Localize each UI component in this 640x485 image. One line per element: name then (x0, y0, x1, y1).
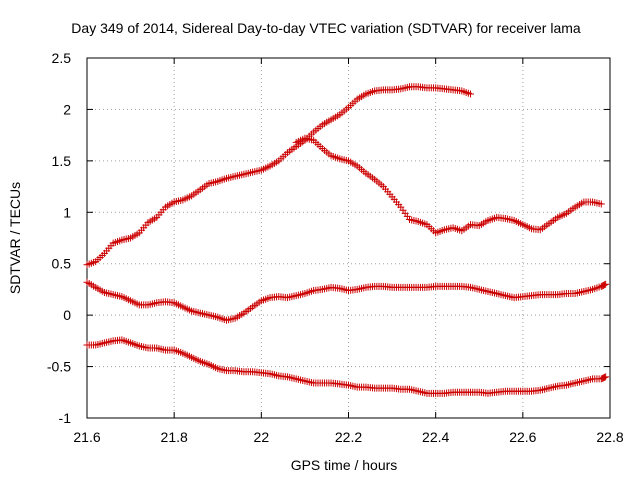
y-tick-label: 2.5 (52, 50, 72, 66)
y-tick-label: 0.5 (52, 256, 72, 272)
y-axis-label: SDTVAR / TECUs (7, 182, 23, 294)
x-axis-label: GPS time / hours (291, 457, 398, 473)
x-tick-label: 22 (254, 429, 270, 445)
y-tick-label: -0.5 (47, 359, 71, 375)
y-tick-label: 0 (63, 307, 71, 323)
data-points (83, 83, 610, 397)
chart-title: Day 349 of 2014, Sidereal Day-to-day VTE… (71, 20, 581, 36)
x-tick-label: 22.4 (422, 429, 449, 445)
x-tick-label: 22.8 (596, 429, 623, 445)
x-tick-label: 21.8 (161, 429, 188, 445)
axis-ticks (86, 57, 611, 419)
data-point-plus (602, 280, 610, 288)
series-satellite-track-d (83, 336, 610, 397)
data-point-plus (467, 90, 475, 98)
x-tick-label: 22.6 (509, 429, 536, 445)
tick-labels: 21.6 21.8 22 22.2 22.4 22.6 22.8 -1 -0.5 0 0.5 1 1.5… (47, 50, 624, 445)
series-satellite-track-a (83, 83, 475, 269)
data-point-plus (597, 200, 605, 208)
grid-lines (87, 58, 610, 418)
data-point-plus (601, 373, 609, 381)
data-point-plus (601, 281, 609, 289)
series-satellite-track-b (292, 134, 605, 237)
x-tick-label: 22.2 (335, 429, 362, 445)
y-tick-label: 1.5 (52, 153, 72, 169)
x-tick-label: 21.6 (73, 429, 100, 445)
y-tick-label: -1 (59, 410, 72, 426)
y-tick-label: 2 (63, 101, 71, 117)
y-tick-label: 1 (63, 204, 71, 220)
series-satellite-track-c (83, 278, 610, 324)
data-point-plus (602, 373, 610, 381)
